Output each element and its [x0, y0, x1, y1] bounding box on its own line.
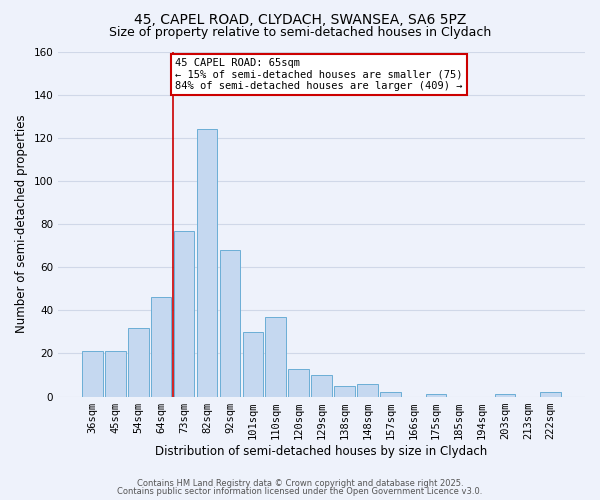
- Bar: [82, 352, 103, 397]
- Bar: [105, 352, 125, 397]
- Text: Contains HM Land Registry data © Crown copyright and database right 2025.: Contains HM Land Registry data © Crown c…: [137, 478, 463, 488]
- Bar: [197, 129, 217, 396]
- Text: Contains public sector information licensed under the Open Government Licence v3: Contains public sector information licen…: [118, 487, 482, 496]
- X-axis label: Distribution of semi-detached houses by size in Clydach: Distribution of semi-detached houses by …: [155, 444, 488, 458]
- Bar: [289, 368, 309, 396]
- Text: 45, CAPEL ROAD, CLYDACH, SWANSEA, SA6 5PZ: 45, CAPEL ROAD, CLYDACH, SWANSEA, SA6 5P…: [134, 12, 466, 26]
- Bar: [357, 384, 378, 396]
- Bar: [541, 392, 561, 396]
- Bar: [334, 386, 355, 396]
- Bar: [174, 230, 194, 396]
- Text: Size of property relative to semi-detached houses in Clydach: Size of property relative to semi-detach…: [109, 26, 491, 39]
- Bar: [311, 375, 332, 396]
- Bar: [380, 392, 401, 396]
- Text: 45 CAPEL ROAD: 65sqm
← 15% of semi-detached houses are smaller (75)
84% of semi-: 45 CAPEL ROAD: 65sqm ← 15% of semi-detac…: [175, 58, 463, 91]
- Bar: [220, 250, 240, 396]
- Bar: [265, 317, 286, 396]
- Bar: [242, 332, 263, 396]
- Y-axis label: Number of semi-detached properties: Number of semi-detached properties: [15, 114, 28, 334]
- Bar: [151, 298, 172, 396]
- Bar: [426, 394, 446, 396]
- Bar: [128, 328, 149, 396]
- Bar: [494, 394, 515, 396]
